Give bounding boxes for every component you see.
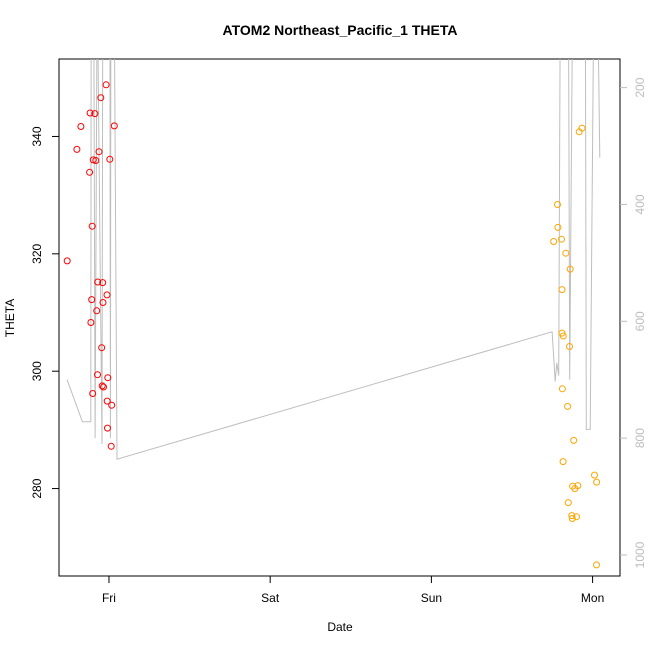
data-point-series-1 bbox=[91, 110, 99, 118]
data-point-series-1 bbox=[88, 296, 96, 304]
data-point-series-1 bbox=[103, 291, 111, 299]
data-point-series-2 bbox=[573, 513, 580, 521]
chart-title: ATOM2 Northeast_Pacific_1 THETA bbox=[223, 22, 458, 38]
data-point-series-1 bbox=[99, 299, 107, 306]
x-axis-label: Date bbox=[327, 620, 353, 634]
data-point-series-1 bbox=[107, 442, 115, 450]
data-point-series-1 bbox=[103, 397, 111, 405]
data-point-series-1 bbox=[86, 168, 94, 176]
data-point-series-2 bbox=[559, 332, 567, 340]
right-y-tick-label: 200 bbox=[633, 77, 647, 97]
data-point-series-2 bbox=[566, 265, 574, 273]
data-point-series-2 bbox=[550, 238, 558, 245]
y-axis: 280 300 320 340 bbox=[30, 126, 59, 499]
data-point-series-1 bbox=[63, 257, 71, 265]
data-point-series-2 bbox=[574, 482, 582, 490]
data-point-series-2 bbox=[554, 201, 561, 208]
data-point-series-1 bbox=[110, 122, 118, 130]
data-point-series-2 bbox=[558, 385, 566, 393]
data-point-series-2 bbox=[566, 343, 573, 350]
data-point-series-1 bbox=[88, 222, 96, 230]
data-point-series-1 bbox=[73, 145, 81, 153]
y-tick-label: 300 bbox=[30, 361, 44, 381]
x-tick-label: Sun bbox=[421, 591, 442, 605]
y-tick-label: 320 bbox=[30, 243, 44, 263]
y-axis-right: 200 400 600 800 1000 bbox=[620, 77, 647, 568]
data-point-series-1 bbox=[108, 401, 116, 409]
data-point-series-1 bbox=[106, 155, 114, 163]
data-point-series-1 bbox=[95, 148, 103, 156]
data-point-series-2 bbox=[559, 458, 567, 466]
data-point-series-2 bbox=[568, 512, 576, 520]
x-tick-label: Sat bbox=[261, 591, 280, 605]
data-point-series-1 bbox=[98, 344, 106, 352]
data-point-series-1 bbox=[77, 123, 85, 130]
data-point-series-2 bbox=[558, 286, 566, 294]
data-point-series-2 bbox=[591, 471, 598, 479]
data-point-series-1 bbox=[92, 157, 100, 164]
data-point-series-2 bbox=[558, 235, 565, 243]
depth-line-layer bbox=[66, 59, 601, 460]
data-point-series-2 bbox=[562, 249, 570, 257]
data-point-series-2 bbox=[593, 478, 601, 486]
right-y-tick-label: 400 bbox=[633, 194, 647, 214]
depth-line bbox=[66, 59, 601, 460]
data-point-series-1 bbox=[100, 383, 107, 391]
data-point-series-2 bbox=[569, 482, 577, 490]
data-point-series-2 bbox=[568, 515, 576, 522]
right-y-tick-label: 800 bbox=[633, 428, 647, 448]
data-point-series-2 bbox=[593, 561, 600, 569]
data-point-series-1 bbox=[104, 424, 111, 432]
right-y-tick-label: 1000 bbox=[633, 541, 647, 568]
data-point-series-1 bbox=[89, 156, 97, 164]
data-point-series-1 bbox=[97, 94, 105, 102]
data-point-series-2 bbox=[564, 402, 572, 410]
data-point-series-1 bbox=[93, 307, 101, 315]
data-point-series-2 bbox=[570, 436, 578, 444]
y-axis-label: THETA bbox=[3, 299, 17, 337]
data-point-series-2 bbox=[564, 499, 572, 507]
y-tick-label: 280 bbox=[30, 478, 44, 498]
data-point-series-1 bbox=[87, 319, 95, 326]
data-point-series-1 bbox=[98, 382, 106, 390]
data-point-series-1 bbox=[104, 374, 112, 382]
data-point-series-1 bbox=[94, 278, 102, 286]
x-axis: Fri Sat Sun Mon bbox=[102, 576, 604, 605]
data-point-series-1 bbox=[102, 81, 110, 89]
data-point-series-2 bbox=[554, 223, 562, 231]
x-tick-label: Fri bbox=[102, 591, 116, 605]
data-point-series-2 bbox=[578, 124, 586, 132]
data-point-series-1 bbox=[89, 390, 97, 397]
data-points-layer bbox=[63, 81, 601, 569]
plot-frame bbox=[58, 58, 621, 577]
data-point-series-1 bbox=[94, 371, 101, 379]
data-point-series-1 bbox=[99, 279, 107, 287]
data-point-series-1 bbox=[86, 109, 94, 117]
y-tick-label: 340 bbox=[30, 126, 44, 146]
right-y-tick-label: 600 bbox=[633, 311, 647, 331]
x-tick-label: Mon bbox=[581, 591, 604, 605]
